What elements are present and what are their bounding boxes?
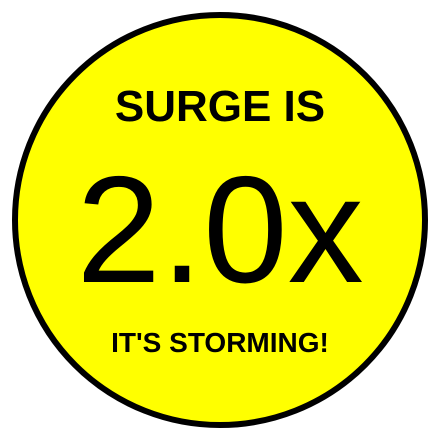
- surge-headline: SURGE IS: [114, 82, 326, 131]
- surge-multiplier: 2.0x: [76, 145, 364, 315]
- surge-badge: [12, 12, 428, 428]
- surge-tagline: IT'S STORMING!: [111, 327, 329, 358]
